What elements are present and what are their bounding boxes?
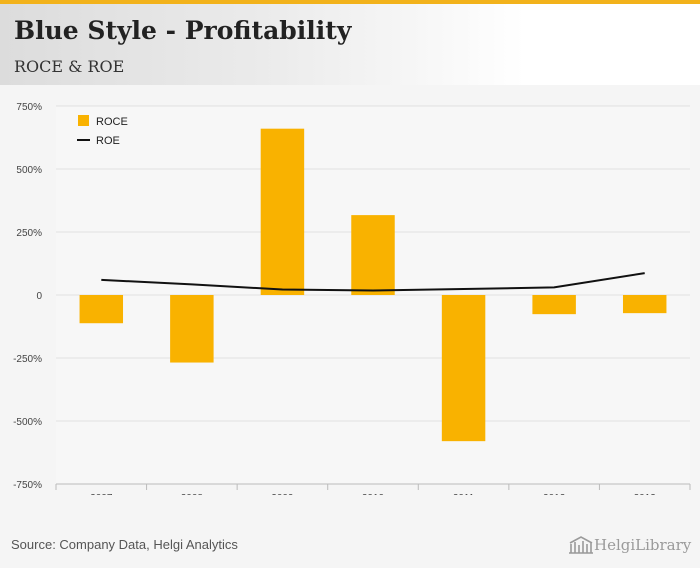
roce-bar <box>260 128 305 295</box>
logo-text: HelgiLibrary <box>594 536 692 554</box>
chart-title: Blue Style - Profitability <box>14 16 352 45</box>
x-tick-label: 2011 <box>453 493 475 495</box>
legend-roe-label: ROE <box>96 135 120 147</box>
y-tick-label: 0 <box>36 291 42 302</box>
x-tick-label: 2013 <box>634 493 657 495</box>
accent-bar <box>0 0 700 4</box>
roce-bar <box>532 295 576 315</box>
y-tick-label: -250% <box>13 354 42 365</box>
x-tick-label: 2010 <box>362 493 385 495</box>
source-note: Source: Company Data, Helgi Analytics <box>11 537 238 552</box>
roce-bar <box>170 295 214 363</box>
x-tick-label: 2008 <box>181 493 204 495</box>
y-tick-label: -750% <box>13 480 42 491</box>
x-tick-label: 2009 <box>271 493 294 495</box>
roce-bar <box>441 295 486 442</box>
roe-line <box>101 272 645 292</box>
helgi-library-logo: HelgiLibrary <box>568 534 691 556</box>
chart-header: Blue Style - Profitability ROCE & ROE <box>0 4 700 85</box>
y-tick-label: -500% <box>13 417 42 428</box>
y-tick-label: 750% <box>16 102 42 113</box>
roce-bar <box>351 215 395 295</box>
x-tick-label: 2012 <box>543 493 566 495</box>
legend-roce-label: ROCE <box>96 116 128 128</box>
y-tick-label: 250% <box>16 228 42 239</box>
profitability-chart: 750% 500% 250% 0 -250% -500% -750% 2007 2008 2009… <box>13 102 691 495</box>
roce-bar <box>622 295 667 314</box>
chart-subtitle: ROCE & ROE <box>14 57 125 76</box>
library-building-icon <box>569 536 593 554</box>
legend-roce-swatch <box>78 115 89 126</box>
y-tick-label: 500% <box>16 165 42 176</box>
x-tick-label: 2007 <box>90 493 113 495</box>
roce-bar <box>79 295 124 324</box>
